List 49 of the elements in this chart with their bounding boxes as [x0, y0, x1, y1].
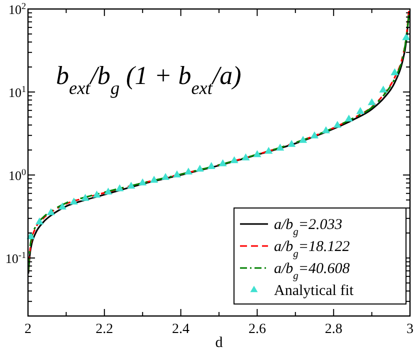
y-tick-label: 10$^{0}$	[8, 166, 26, 183]
point	[264, 146, 273, 154]
x-tick-label: 2.2	[96, 322, 114, 337]
point	[242, 153, 250, 160]
x-tick-label: 2.4	[172, 322, 190, 337]
x-tick-label: 2	[24, 322, 32, 337]
point	[196, 164, 204, 172]
point	[58, 202, 66, 210]
point	[70, 198, 78, 205]
x-tick-label: 3	[406, 322, 414, 337]
point	[288, 140, 296, 147]
point	[218, 159, 227, 166]
point	[184, 168, 192, 175]
point	[310, 131, 319, 138]
point	[46, 208, 55, 216]
point	[368, 98, 376, 106]
legend-label: a/b$_{g}$=40.608	[274, 261, 350, 282]
point	[253, 150, 262, 158]
point	[104, 188, 112, 195]
point	[390, 68, 399, 76]
y-tick-label: 10$^{2}$	[8, 1, 26, 17]
point	[172, 170, 181, 178]
legend-label: Analytical fit	[274, 283, 354, 299]
point	[356, 106, 364, 114]
point	[116, 184, 124, 192]
point	[35, 218, 44, 225]
point	[162, 172, 170, 180]
point	[81, 194, 90, 201]
point	[127, 182, 136, 189]
x-axis-title: d	[215, 335, 224, 350]
legend-label: a/b$_{g}$=2.033	[274, 217, 342, 238]
point	[276, 144, 284, 151]
point	[379, 86, 388, 93]
point	[207, 162, 216, 169]
legend-label: a/b$_{g}$=18.122	[274, 239, 350, 260]
point	[299, 136, 308, 143]
x-tick-label: 2.6	[248, 322, 266, 337]
y-tick-label: 10$^{-1}$	[5, 250, 26, 266]
point	[92, 190, 101, 198]
point	[150, 176, 158, 183]
x-tick-label: 2.8	[324, 322, 342, 337]
y-tick-label: 10$^{1}$	[8, 84, 26, 100]
point	[344, 114, 353, 122]
point	[322, 126, 330, 134]
point	[402, 33, 410, 40]
point	[138, 178, 147, 186]
point	[333, 120, 342, 128]
annotation: b$_{ext}$/b$_{g}$ (1 + b$_{ext}$/a)	[56, 61, 242, 98]
point	[230, 156, 238, 164]
